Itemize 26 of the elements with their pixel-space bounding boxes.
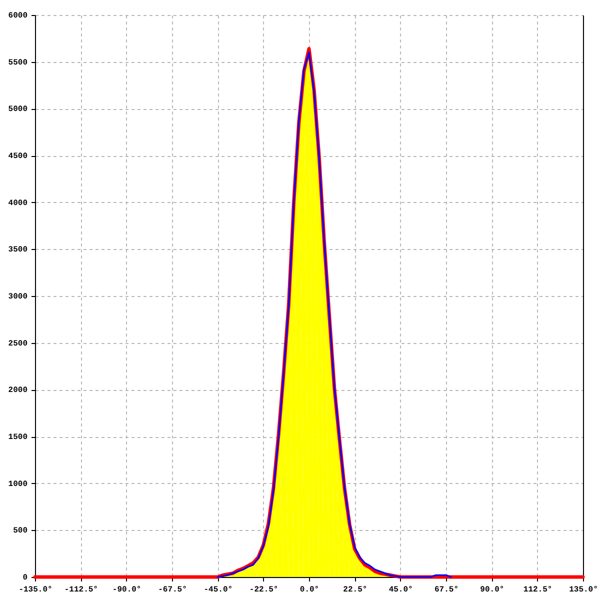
x-tick-label: 135.0° bbox=[569, 586, 598, 594]
x-tick-label: -112.5° bbox=[64, 586, 98, 594]
y-tick-label: 6000 bbox=[8, 12, 28, 20]
y-tick-label: 0 bbox=[22, 574, 28, 582]
y-tick-label: 5000 bbox=[8, 105, 28, 114]
x-tick-label: 90.0° bbox=[480, 586, 504, 594]
x-tick-label: -67.5° bbox=[158, 586, 187, 594]
x-tick-label: 67.5° bbox=[434, 586, 459, 594]
y-tick-label: 2000 bbox=[8, 386, 28, 396]
x-tick-label: -90.0° bbox=[112, 586, 142, 594]
y-tick-label: 1500 bbox=[8, 433, 28, 442]
x-tick-label: 45.0° bbox=[388, 586, 413, 594]
y-tick-label: 5500 bbox=[8, 58, 28, 68]
y-tick-label: 2500 bbox=[8, 339, 28, 348]
y-tick-label: 500 bbox=[13, 526, 28, 536]
x-tick-label: -135.0° bbox=[18, 586, 52, 594]
y-tick-label: 3500 bbox=[8, 246, 28, 255]
y-tick-label: 4000 bbox=[8, 198, 28, 208]
x-tick-label: -22.5° bbox=[249, 586, 278, 594]
y-tick-label: 1000 bbox=[8, 480, 28, 489]
x-tick-label: 0.0° bbox=[300, 586, 320, 594]
x-tick-label: 22.5° bbox=[343, 586, 368, 594]
y-tick-label: 4500 bbox=[8, 152, 28, 161]
x-tick-label: -45.0° bbox=[204, 586, 233, 594]
y-tick-label: 3000 bbox=[8, 292, 28, 302]
x-tick-label: 112.5° bbox=[523, 586, 552, 594]
